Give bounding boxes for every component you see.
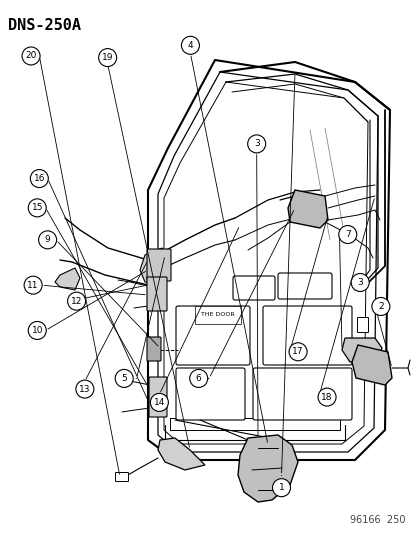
Polygon shape: [237, 435, 297, 502]
Text: THE DOOR: THE DOOR: [201, 312, 234, 318]
Text: 20: 20: [25, 52, 37, 60]
Circle shape: [22, 47, 40, 65]
FancyBboxPatch shape: [149, 377, 166, 417]
Text: 15: 15: [31, 204, 43, 212]
Text: 2: 2: [377, 302, 383, 311]
Text: 3: 3: [253, 140, 259, 148]
Polygon shape: [341, 338, 381, 362]
Text: 11: 11: [27, 281, 39, 289]
FancyBboxPatch shape: [176, 306, 249, 365]
FancyBboxPatch shape: [147, 277, 166, 311]
FancyBboxPatch shape: [233, 276, 274, 300]
Text: 12: 12: [71, 297, 82, 305]
Text: 7: 7: [344, 230, 350, 239]
Text: 1: 1: [278, 483, 284, 492]
Text: 96166  250: 96166 250: [350, 515, 405, 525]
Circle shape: [28, 321, 46, 340]
Circle shape: [98, 49, 116, 67]
FancyBboxPatch shape: [176, 368, 244, 420]
Circle shape: [338, 225, 356, 244]
Text: 6: 6: [195, 374, 201, 383]
Text: 10: 10: [31, 326, 43, 335]
Polygon shape: [55, 268, 80, 290]
Circle shape: [272, 479, 290, 497]
Circle shape: [30, 169, 48, 188]
Text: 17: 17: [292, 348, 303, 356]
Circle shape: [24, 276, 42, 294]
Circle shape: [115, 369, 133, 387]
Polygon shape: [140, 248, 168, 285]
Text: 18: 18: [320, 393, 332, 401]
Text: 16: 16: [33, 174, 45, 183]
Polygon shape: [351, 345, 391, 385]
Circle shape: [38, 231, 57, 249]
Circle shape: [247, 135, 265, 153]
Text: 3: 3: [356, 278, 362, 287]
FancyBboxPatch shape: [262, 306, 351, 365]
Polygon shape: [287, 190, 327, 228]
Circle shape: [350, 273, 368, 292]
Polygon shape: [158, 438, 204, 470]
Circle shape: [317, 388, 335, 406]
Text: 9: 9: [45, 236, 50, 244]
Circle shape: [288, 343, 306, 361]
Text: 19: 19: [102, 53, 113, 62]
Text: 5: 5: [121, 374, 127, 383]
Circle shape: [181, 36, 199, 54]
Circle shape: [150, 393, 168, 411]
FancyBboxPatch shape: [277, 273, 331, 299]
Circle shape: [189, 369, 207, 387]
Circle shape: [28, 199, 46, 217]
Text: DNS-250A: DNS-250A: [8, 18, 81, 33]
FancyBboxPatch shape: [115, 472, 128, 481]
Circle shape: [371, 297, 389, 316]
Circle shape: [67, 292, 85, 310]
FancyBboxPatch shape: [252, 368, 351, 420]
Circle shape: [76, 380, 94, 398]
Text: 14: 14: [153, 398, 165, 407]
FancyBboxPatch shape: [357, 318, 368, 333]
FancyBboxPatch shape: [147, 249, 171, 281]
Text: 4: 4: [187, 41, 193, 50]
Text: 13: 13: [79, 385, 90, 393]
FancyBboxPatch shape: [147, 337, 161, 361]
